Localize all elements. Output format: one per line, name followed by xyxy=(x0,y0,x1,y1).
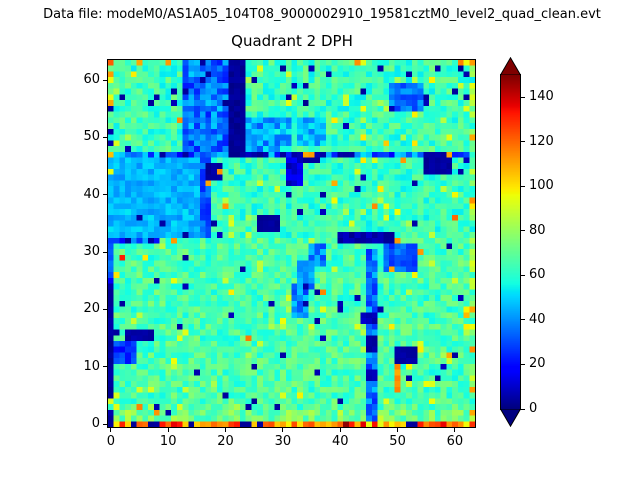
colorbar-gradient xyxy=(501,75,520,409)
x-tick-label-0: 0 xyxy=(106,434,115,449)
cbar-tick-label-20: 20 xyxy=(529,356,546,372)
x-tick-50 xyxy=(397,428,399,432)
cbar-tick-label-120: 120 xyxy=(529,133,554,149)
x-tick-10 xyxy=(167,428,169,432)
y-tick-label-10: 10 xyxy=(83,358,100,374)
cbar-tick-label-140: 140 xyxy=(529,89,554,105)
cbar-tick-80 xyxy=(521,230,525,232)
cbar-tick-label-0: 0 xyxy=(529,401,538,416)
cbar-tick-40 xyxy=(521,319,525,321)
x-tick-label-10: 10 xyxy=(159,434,177,449)
y-tick-20 xyxy=(103,308,107,310)
y-tick-0 xyxy=(103,423,107,425)
x-tick-40 xyxy=(339,428,341,432)
data-file-label: Data file: modeM0/AS1A05_104T08_90000029… xyxy=(43,7,601,22)
colorbar-under-arrow xyxy=(500,409,521,427)
y-tick-label-50: 50 xyxy=(83,129,100,145)
y-tick-label-0: 0 xyxy=(91,416,100,432)
cbar-tick-60 xyxy=(521,274,525,276)
cbar-tick-140 xyxy=(521,96,525,98)
cbar-tick-120 xyxy=(521,141,525,143)
cbar-tick-label-60: 60 xyxy=(529,267,546,283)
y-tick-label-40: 40 xyxy=(83,186,100,202)
cbar-tick-label-80: 80 xyxy=(529,222,546,238)
cbar-tick-100 xyxy=(521,185,525,187)
x-tick-20 xyxy=(225,428,227,432)
x-tick-0 xyxy=(110,428,112,432)
x-tick-label-20: 20 xyxy=(217,434,234,449)
y-tick-40 xyxy=(103,194,107,196)
y-tick-label-20: 20 xyxy=(83,301,100,317)
colorbar-over-arrow xyxy=(500,57,521,75)
y-tick-label-30: 30 xyxy=(83,244,100,260)
y-tick-label-60: 60 xyxy=(83,72,100,88)
heatmap-image xyxy=(108,60,475,427)
y-tick-30 xyxy=(103,251,107,253)
x-tick-label-50: 50 xyxy=(389,434,406,449)
cbar-tick-0 xyxy=(521,408,525,410)
cbar-tick-label-40: 40 xyxy=(529,311,546,327)
y-tick-50 xyxy=(103,136,107,138)
colorbar xyxy=(500,74,521,410)
cbar-tick-label-100: 100 xyxy=(529,178,554,194)
heatmap-axes xyxy=(107,59,476,428)
y-tick-10 xyxy=(103,366,107,368)
x-tick-label-30: 30 xyxy=(274,434,292,449)
chart-title: Quadrant 2 DPH xyxy=(231,32,353,50)
x-tick-30 xyxy=(282,428,284,432)
x-tick-label-40: 40 xyxy=(331,434,349,449)
cbar-tick-20 xyxy=(521,363,525,365)
x-tick-label-60: 60 xyxy=(446,434,464,449)
x-tick-60 xyxy=(454,428,456,432)
y-tick-60 xyxy=(103,79,107,81)
